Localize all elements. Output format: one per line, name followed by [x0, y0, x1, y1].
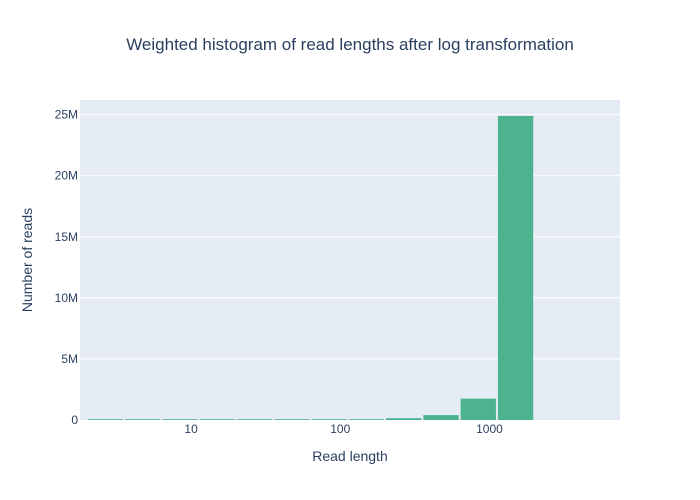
y-tick-label: 25M	[55, 108, 78, 122]
x-tick-label: 1000	[476, 422, 503, 436]
y-axis-title: Number of reads	[19, 208, 35, 312]
y-tick-label: 20M	[55, 169, 78, 183]
y-tick-label: 10M	[55, 291, 78, 305]
x-tick-label: 10	[184, 422, 198, 436]
histogram-bar	[423, 415, 459, 420]
histogram-bar	[460, 398, 496, 420]
y-axis-ticks: 0 5M 10M 15M 20M 25M	[55, 108, 79, 427]
chart-title: Weighted histogram of read lengths after…	[126, 35, 574, 54]
histogram-bar	[199, 419, 235, 420]
x-axis-ticks: 10 100 1000	[184, 422, 503, 436]
histogram-bar	[87, 419, 124, 420]
histogram-bar	[348, 419, 385, 420]
y-tick-label: 5M	[61, 352, 78, 366]
histogram-bar	[386, 418, 422, 420]
histogram-bar	[125, 419, 161, 420]
histogram-bar	[497, 115, 534, 420]
histogram-bar	[274, 419, 310, 420]
plot-area	[80, 100, 620, 420]
histogram-bars	[87, 115, 534, 420]
histogram-bar	[162, 419, 198, 420]
x-tick-label: 100	[330, 422, 350, 436]
x-axis-title: Read length	[312, 448, 388, 464]
y-tick-label: 0	[71, 413, 78, 427]
histogram-bar	[311, 419, 347, 420]
y-tick-label: 15M	[55, 230, 78, 244]
histogram-bar	[236, 419, 273, 420]
